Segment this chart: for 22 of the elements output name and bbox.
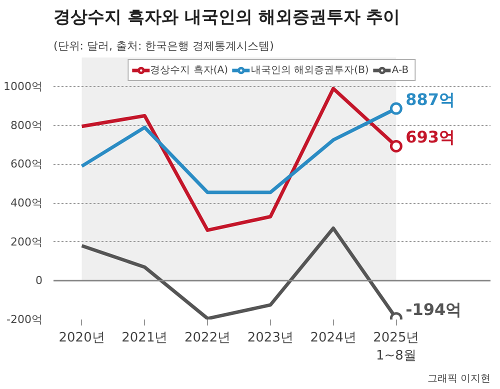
- y-tick-label: 200억: [10, 235, 43, 248]
- legend-label: 내국인의 해외증권투자(B): [250, 64, 369, 77]
- y-tick-label: 1000억: [4, 80, 43, 94]
- chart-subtitle: (단위: 달러, 출처: 한국은행 경제통계시스템): [54, 40, 274, 52]
- legend-label: A-B: [392, 64, 410, 76]
- annotation: 887억: [406, 90, 456, 110]
- y-tick-label: 600억: [10, 158, 43, 171]
- x-tick-label: 2024년: [310, 330, 356, 346]
- text: 그래픽 이지현: [427, 374, 491, 384]
- x-tick-label: 2023년: [247, 330, 294, 346]
- x-tick-label: 2025년 1~8월: [373, 330, 420, 364]
- annotation: -194억: [406, 300, 462, 319]
- chart-title: 경상수지 흑자와 내국인의 해외증권투자 추이: [54, 8, 400, 28]
- y-tick-label: -200억: [6, 313, 43, 326]
- x-tick-label: 2021년: [122, 330, 168, 346]
- y-tick-label: 400억: [10, 196, 43, 210]
- legend-label: 경상수지 흑자(A): [150, 64, 228, 77]
- y-tick-label: 0: [36, 274, 42, 288]
- x-tick-label: 2020년: [58, 330, 105, 346]
- annotation: 693억: [406, 128, 456, 147]
- x-tick-label: 2022년: [184, 330, 231, 346]
- y-tick-label: 800억: [10, 118, 43, 132]
